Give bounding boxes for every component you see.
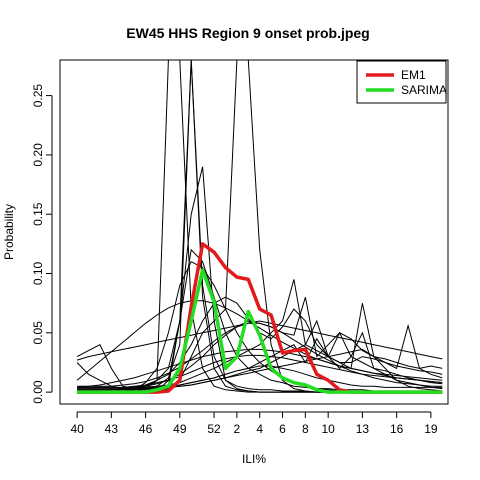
- background-series-line-16: [77, 323, 443, 391]
- x-tick-label: 46: [139, 422, 153, 436]
- x-tick-label: 19: [424, 422, 438, 436]
- y-tick-label: 0.20: [31, 143, 45, 167]
- x-tick-label: 13: [356, 422, 370, 436]
- x-tick-label: 52: [207, 422, 221, 436]
- x-tick-label: 16: [390, 422, 404, 436]
- legend-label-sarima: SARIMA: [401, 83, 447, 97]
- background-series-line-3: [77, 348, 443, 388]
- y-tick-label: 0.15: [31, 202, 45, 226]
- x-tick-label: 10: [321, 422, 335, 436]
- x-tick-label: 40: [70, 422, 84, 436]
- x-tick-label: 49: [173, 422, 187, 436]
- x-tick-label: 2: [234, 422, 241, 436]
- series-line-sarima: [77, 268, 443, 394]
- y-tick-label: 0.25: [31, 84, 45, 108]
- background-series-line-18: [77, 322, 443, 387]
- x-axis: 40 43 46 49 52 2 4 6 8 10 13 16 19: [70, 411, 438, 436]
- background-series-line-17: [77, 354, 443, 388]
- y-tick-label: 0.10: [31, 261, 45, 285]
- x-tick-label: 43: [105, 422, 119, 436]
- background-series-line-13: [77, 279, 443, 391]
- plot-lines: [76, 60, 443, 394]
- legend-label-em1: EM1: [401, 68, 426, 82]
- plot-area: [76, 60, 443, 394]
- x-axis-label: ILI%: [242, 452, 266, 466]
- legend-box: [356, 60, 447, 104]
- chart-title: EW45 HHS Region 9 onset prob.jpeg: [126, 25, 369, 41]
- background-series-line-19: [76, 320, 443, 361]
- y-tick-label: 0.05: [31, 321, 45, 345]
- x-tick-label: 8: [302, 422, 309, 436]
- plot-frame: [59, 59, 449, 405]
- y-axis-label: Probability: [2, 204, 16, 260]
- x-tick-label: 6: [279, 422, 286, 436]
- y-tick-label: 0.00: [31, 380, 45, 404]
- x-tick-label: 4: [256, 422, 263, 436]
- background-series-line-2: [76, 300, 443, 381]
- y-axis: 0.00 0.05 0.10 0.15 0.20 0.25: [31, 84, 53, 404]
